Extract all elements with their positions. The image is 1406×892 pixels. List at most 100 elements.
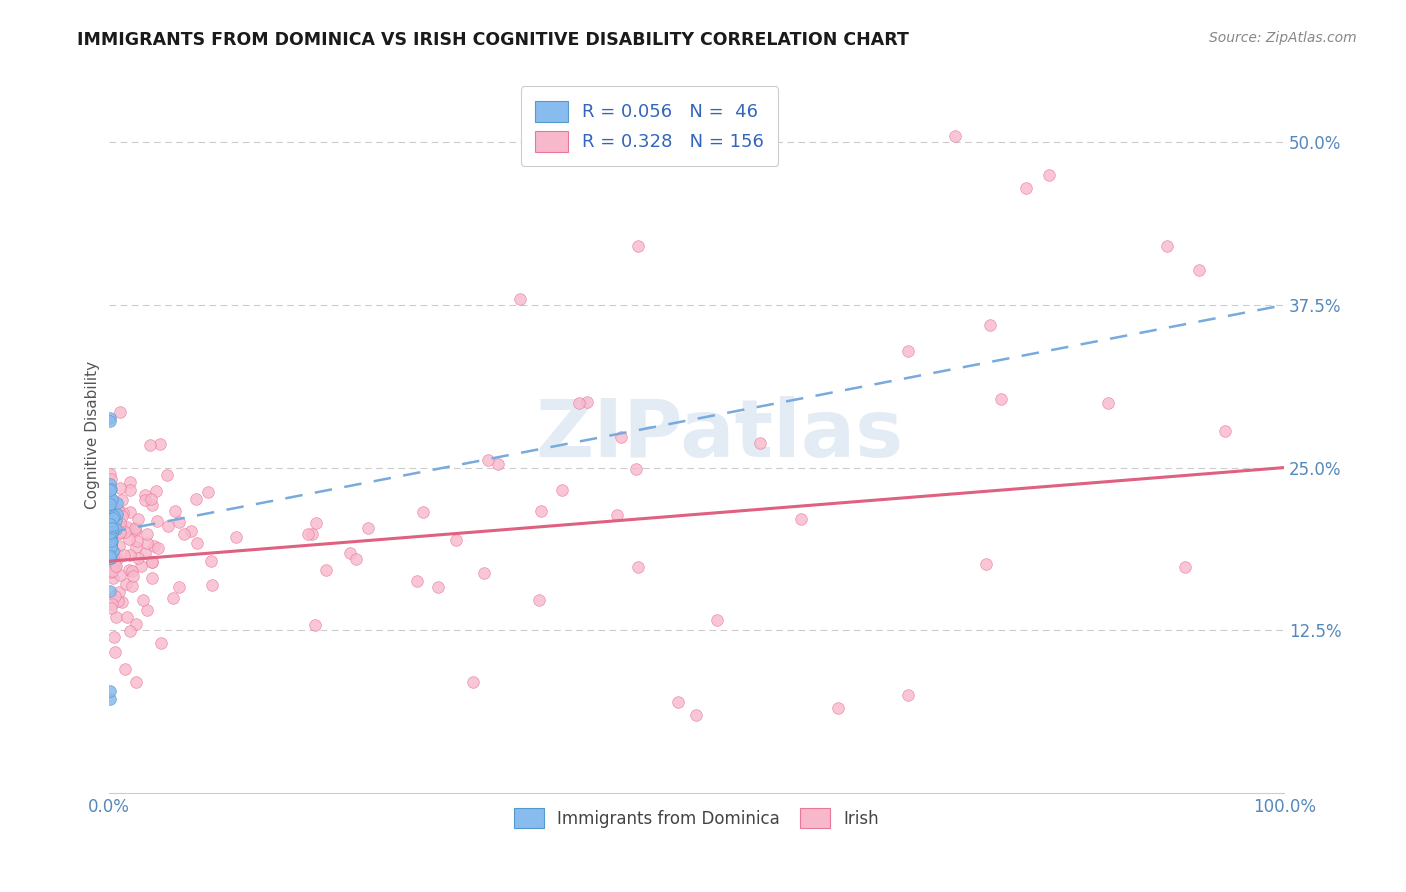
Point	[107, 496, 129, 510]
Point	[134, 493, 156, 508]
Point	[98, 526, 121, 541]
Point	[156, 518, 179, 533]
Point	[104, 546, 127, 560]
Point	[100, 520, 122, 534]
Point	[101, 524, 124, 539]
Point	[100, 532, 122, 546]
Point	[98, 584, 121, 599]
Point	[100, 482, 122, 496]
Point	[1174, 559, 1197, 574]
Point	[105, 552, 128, 566]
Point	[100, 525, 122, 540]
Point	[304, 618, 326, 632]
Point	[156, 468, 179, 483]
Point	[305, 516, 328, 530]
Point	[100, 516, 122, 531]
Point	[104, 589, 127, 603]
Point	[125, 541, 148, 555]
Point	[108, 585, 131, 599]
Point	[141, 571, 163, 585]
Point	[120, 624, 142, 638]
Point	[749, 435, 772, 450]
Point	[104, 513, 127, 527]
Point	[100, 533, 122, 548]
Point	[124, 522, 146, 536]
Point	[103, 630, 125, 644]
Point	[98, 508, 121, 522]
Point	[101, 495, 124, 509]
Point	[108, 405, 131, 419]
Point	[100, 483, 122, 497]
Point	[575, 394, 598, 409]
Point	[98, 516, 121, 531]
Point	[118, 475, 141, 490]
Point	[111, 595, 134, 609]
Point	[108, 567, 131, 582]
Point	[100, 601, 122, 615]
Point	[108, 522, 131, 536]
Point	[107, 539, 129, 553]
Point	[101, 557, 124, 571]
Point	[167, 580, 190, 594]
Point	[134, 488, 156, 502]
Point	[789, 512, 811, 526]
Point	[897, 688, 920, 702]
Point	[103, 552, 125, 566]
Legend: Immigrants from Dominica, Irish: Immigrants from Dominica, Irish	[508, 802, 886, 834]
Point	[685, 707, 707, 722]
Point	[139, 491, 162, 506]
Point	[610, 430, 633, 444]
Point	[124, 521, 146, 535]
Point	[98, 515, 121, 529]
Point	[114, 577, 136, 591]
Point	[129, 558, 152, 573]
Point	[98, 500, 121, 514]
Point	[186, 536, 208, 550]
Point	[115, 520, 138, 534]
Point	[98, 517, 121, 532]
Point	[180, 524, 202, 539]
Point	[339, 546, 361, 560]
Point	[100, 551, 122, 566]
Point	[100, 477, 122, 491]
Point	[148, 541, 170, 555]
Point	[98, 501, 121, 516]
Point	[346, 551, 368, 566]
Point	[100, 565, 122, 579]
Point	[110, 516, 132, 531]
Point	[104, 522, 127, 536]
Point	[103, 645, 125, 659]
Point	[100, 538, 122, 552]
Point	[104, 560, 127, 574]
Point	[121, 564, 143, 578]
Point	[100, 471, 122, 485]
Point	[127, 512, 149, 526]
Point	[111, 521, 134, 535]
Point	[98, 535, 121, 549]
Y-axis label: Cognitive Disability: Cognitive Disability	[86, 361, 100, 509]
Point	[101, 511, 124, 525]
Point	[117, 532, 139, 546]
Text: IMMIGRANTS FROM DOMINICA VS IRISH COGNITIVE DISABILITY CORRELATION CHART: IMMIGRANTS FROM DOMINICA VS IRISH COGNIT…	[77, 31, 910, 49]
Point	[101, 521, 124, 535]
Point	[529, 593, 551, 607]
Point	[551, 483, 574, 498]
Point	[98, 490, 121, 504]
Point	[104, 552, 127, 566]
Point	[124, 524, 146, 538]
Point	[101, 558, 124, 573]
Point	[107, 503, 129, 517]
Point	[124, 616, 146, 631]
Point	[315, 563, 337, 577]
Point	[1156, 239, 1178, 253]
Point	[98, 497, 121, 511]
Point	[101, 525, 124, 540]
Point	[990, 392, 1012, 407]
Point	[98, 509, 121, 524]
Point	[103, 509, 125, 524]
Point	[103, 543, 125, 558]
Point	[100, 532, 122, 546]
Point	[1014, 181, 1036, 195]
Point	[145, 483, 167, 498]
Point	[1097, 395, 1119, 409]
